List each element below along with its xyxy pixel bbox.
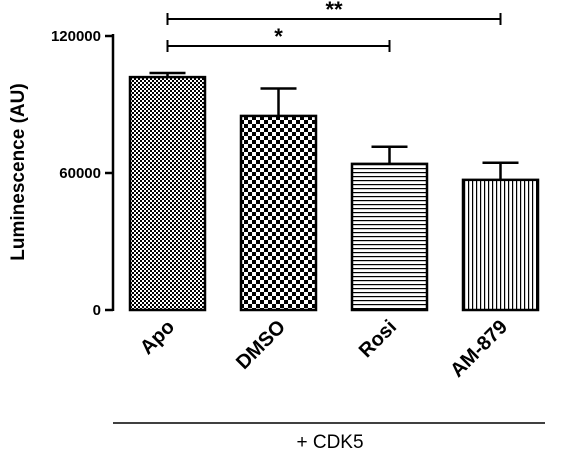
y-tick-label: 60000: [59, 165, 101, 182]
category-labels-group: Apo DMSO Rosi AM-879: [136, 316, 512, 382]
x-tick-label: DMSO: [232, 316, 290, 374]
y-tick-label: 120000: [51, 28, 101, 45]
bar-am-879: [461, 178, 540, 312]
bar-apo: [128, 75, 207, 312]
significance-group: ***: [166, 0, 502, 52]
significance-label: *: [274, 24, 283, 49]
group-label: + CDK5: [296, 432, 363, 453]
error-bars-group: [149, 71, 519, 180]
x-tick-label: AM-879: [446, 316, 512, 382]
x-tick-label: Apo: [136, 316, 179, 359]
significance-label: **: [325, 0, 343, 22]
y-tick-label: 0: [93, 302, 101, 319]
x-tick-label: Rosi: [355, 316, 401, 362]
y-axis: 0 60000 120000: [51, 28, 115, 319]
bars-group: [128, 75, 540, 312]
bar-dmso: [239, 114, 318, 312]
bar-rosi: [350, 162, 429, 312]
y-axis-label: Luminescence (AU): [8, 83, 29, 260]
